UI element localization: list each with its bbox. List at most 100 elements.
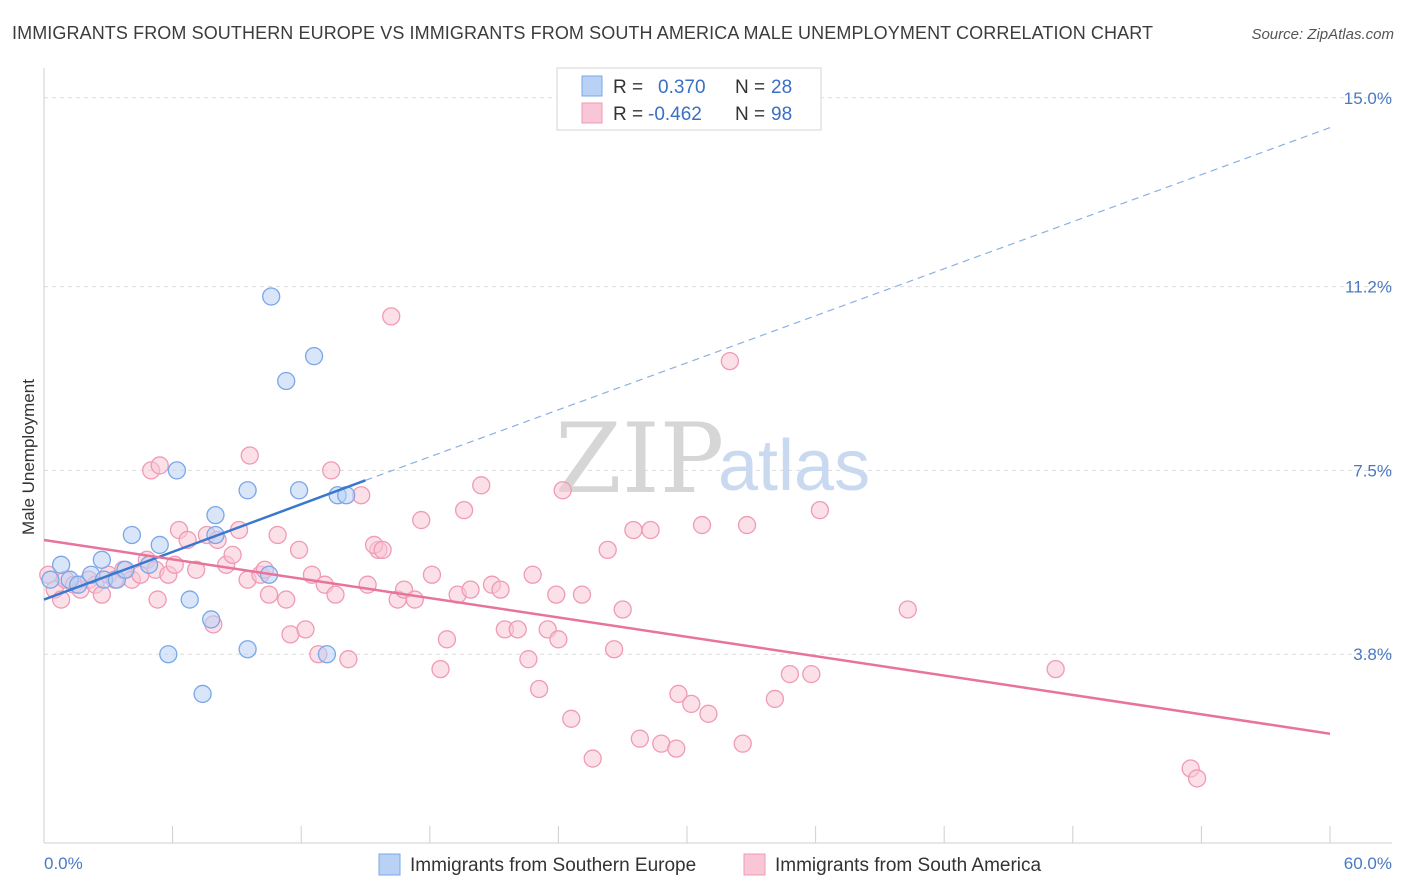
south-america-point-94 — [780, 664, 800, 684]
south-america-point-76 — [572, 585, 592, 604]
south-america-point-90 — [720, 351, 740, 371]
southern-europe-point-26 — [304, 346, 324, 366]
south-america-point-57 — [422, 565, 442, 584]
south-america-point-73 — [549, 630, 568, 649]
south-america-point-68 — [519, 650, 538, 669]
southern-europe-point-1 — [41, 570, 60, 589]
stats-legend-r-value-1: 0.370 — [658, 77, 706, 98]
x-axis-ticks — [43, 826, 1331, 843]
southern-europe-point-13 — [159, 645, 178, 664]
south-america-point-24 — [187, 560, 206, 579]
southern-europe-point-23 — [262, 287, 281, 306]
watermark-atlas: atlas — [718, 426, 870, 506]
south-america-point-39 — [289, 540, 309, 560]
south-america-point-72 — [547, 585, 566, 604]
y-axis-label: Male Unemployment — [19, 379, 38, 535]
south-america-point-78 — [598, 540, 617, 560]
southern-europe-point-21 — [238, 481, 257, 500]
y-tick-label-4: 15.0% — [1344, 89, 1392, 108]
south-america-point-96 — [810, 500, 830, 520]
legend-label-southern-europe: Immigrants from Southern Europe — [410, 855, 696, 876]
south-america-point-40 — [296, 620, 315, 639]
south-america-point-9 — [92, 585, 112, 604]
south-america-point-51 — [373, 540, 392, 560]
south-america-point-75 — [562, 709, 581, 728]
southern-europe-point-25 — [289, 481, 309, 500]
y-tick-label-3: 11.2% — [1345, 278, 1392, 297]
legend-swatch-south-america — [743, 853, 766, 876]
south-america-point-19 — [148, 590, 167, 609]
stats-legend-n-label-2: N = — [735, 104, 765, 125]
south-america-point-87 — [682, 694, 701, 714]
stats-legend-swatch-south-america — [581, 102, 603, 124]
south-america-point-62 — [461, 580, 480, 599]
south-america-point-56 — [412, 510, 431, 530]
south-america-point-65 — [491, 580, 510, 599]
stats-legend-r-label-2: R = — [613, 104, 643, 125]
stats-legend-r-value-2: -0.462 — [648, 104, 702, 125]
south-america-point-95 — [802, 664, 821, 684]
south-america-point-89 — [699, 704, 718, 723]
south-america-point-63 — [472, 476, 491, 495]
southern-europe-point-19 — [206, 505, 225, 525]
south-america-point-67 — [508, 620, 527, 639]
stats-legend-n-value-1: 28 — [771, 77, 792, 98]
y-tick-label-2: 7.5% — [1353, 461, 1392, 480]
south-america-point-61 — [454, 500, 474, 520]
southern-europe-point-16 — [193, 684, 212, 704]
stats-legend-swatch-southern-europe — [581, 75, 603, 97]
x-tick-label-max: 60.0% — [1344, 854, 1392, 873]
stats-legend-n-label-1: N = — [735, 77, 765, 98]
south-america-point-55 — [405, 590, 424, 609]
south-america-point-100 — [1187, 769, 1207, 788]
watermark-zip: ZIP — [555, 403, 724, 515]
south-america-point-83 — [641, 520, 660, 540]
south-america-point-74 — [553, 481, 572, 500]
south-america-point-70 — [529, 679, 549, 699]
stats-legend: R = 0.370 N = 28 R = -0.462 N = 98 — [556, 67, 822, 131]
south-america-point-80 — [613, 600, 632, 619]
south-america-point-37 — [277, 590, 296, 609]
south-america-point-92 — [737, 515, 757, 535]
south-america-point-81 — [624, 520, 643, 540]
south-america-point-85 — [667, 739, 686, 758]
southern-europe-trend-line — [43, 479, 366, 601]
legend-label-south-america: Immigrants from South America — [775, 855, 1042, 876]
southern-europe-point-10 — [122, 525, 142, 545]
y-tick-label-1: 3.8% — [1353, 645, 1392, 664]
south-america-point-32 — [240, 446, 259, 465]
south-america-point-91 — [733, 734, 752, 753]
southern-europe-point-12 — [150, 535, 169, 555]
series-southern-europe-points — [41, 287, 356, 704]
south-america-point-59 — [437, 630, 457, 649]
south-america-point-86 — [669, 684, 688, 704]
series-south-america-points — [39, 307, 1207, 788]
south-america-trend-line — [43, 538, 1331, 735]
southern-europe-point-27 — [317, 645, 337, 664]
stats-legend-r-label-1: R = — [613, 77, 643, 98]
south-america-point-69 — [523, 565, 542, 584]
south-america-point-82 — [630, 729, 649, 748]
south-america-point-52 — [382, 307, 401, 326]
south-america-point-88 — [692, 515, 712, 535]
southern-europe-point-14 — [167, 461, 187, 480]
legend-swatch-southern-europe — [378, 853, 401, 876]
southern-europe-point-17 — [202, 610, 221, 629]
south-america-point-18 — [150, 456, 169, 475]
south-america-point-45 — [326, 585, 345, 604]
south-america-point-79 — [604, 640, 624, 659]
south-america-point-44 — [322, 461, 341, 480]
south-america-point-77 — [583, 749, 602, 768]
bottom-legend: Immigrants from Southern Europe Immigran… — [378, 853, 1042, 876]
chart-title: IMMIGRANTS FROM SOUTHERN EUROPE VS IMMIG… — [12, 23, 1153, 43]
chart-source: Source: ZipAtlas.com — [1251, 26, 1394, 43]
south-america-point-58 — [431, 659, 450, 679]
south-america-point-36 — [268, 525, 287, 545]
south-america-point-97 — [898, 600, 917, 619]
south-america-point-98 — [1046, 659, 1065, 679]
south-america-point-93 — [765, 689, 785, 709]
south-america-point-29 — [223, 545, 242, 565]
southern-europe-point-2 — [51, 555, 71, 574]
x-tick-label-min: 0.0% — [44, 854, 83, 873]
